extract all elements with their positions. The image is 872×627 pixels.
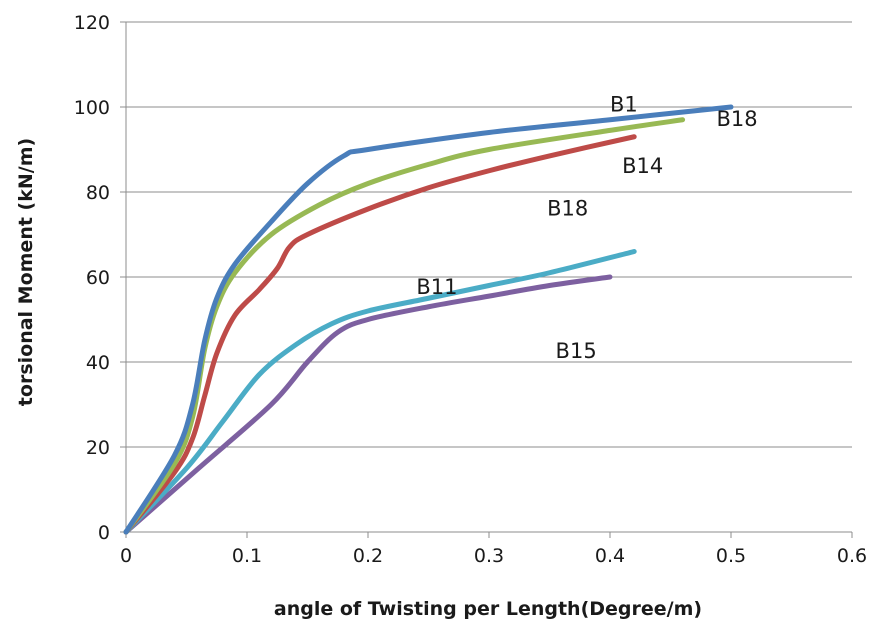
series-annotation: B15 <box>556 339 597 363</box>
x-tick-labels: 0 0.1 0.2 0.3 0.4 0.5 0.6 <box>120 545 867 567</box>
y-tick-label: 20 <box>86 437 110 459</box>
y-tick-label: 60 <box>86 267 110 289</box>
x-tick-label: 0.4 <box>595 545 625 567</box>
y-axis-title: torsional Moment (kN/m) <box>15 138 37 406</box>
y-tick-label: 0 <box>98 522 110 544</box>
series-annotation: B18 <box>547 196 588 220</box>
x-tick-label: 0.6 <box>837 545 867 567</box>
x-axis-title: angle of Twisting per Length(Degree/m) <box>274 598 702 620</box>
series-annotation: B11 <box>416 275 457 299</box>
x-tick-label: 0 <box>120 545 132 567</box>
series-annotation: B14 <box>622 154 663 178</box>
x-tick-label: 0.5 <box>716 545 746 567</box>
series-annotation: B1 <box>610 92 638 116</box>
y-tick-label: 80 <box>86 182 110 204</box>
gridlines <box>126 22 852 447</box>
series-annotation: B18 <box>716 107 757 131</box>
y-tick-label: 120 <box>74 12 110 34</box>
series-line-4 <box>126 252 634 533</box>
y-tick-labels: 0 20 40 60 80 100 120 <box>74 12 110 544</box>
x-tick-label: 0.3 <box>474 545 504 567</box>
x-tick-label: 0.1 <box>232 545 262 567</box>
series-line-5 <box>126 277 610 532</box>
x-tick-label: 0.2 <box>353 545 383 567</box>
y-tick-label: 100 <box>74 97 110 119</box>
y-tick-label: 40 <box>86 352 110 374</box>
